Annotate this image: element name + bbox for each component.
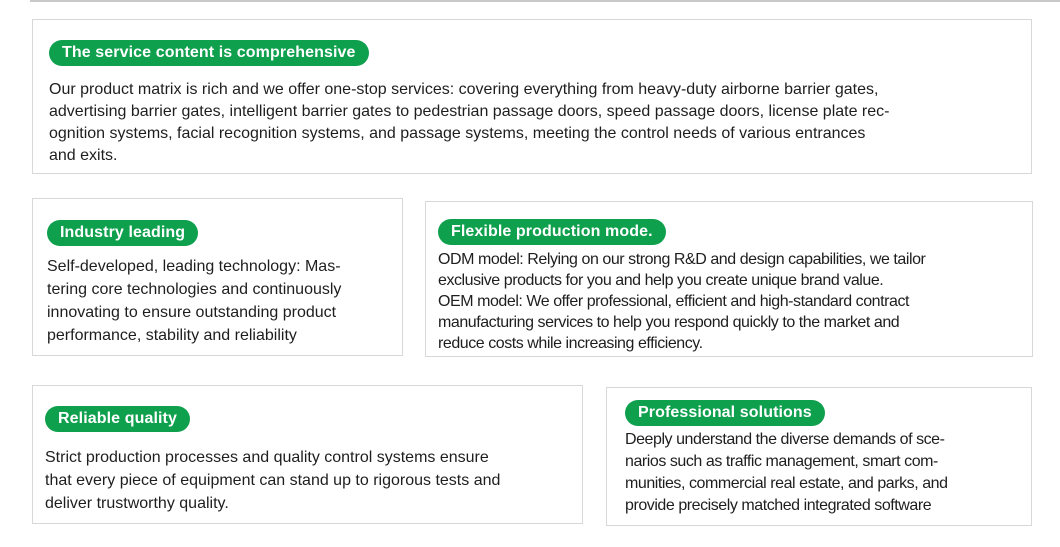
card-service-content: The service content is comprehensive Our… bbox=[32, 19, 1032, 174]
card-professional-solutions-text: Deeply understand the diverse demands of… bbox=[625, 431, 948, 514]
card-flexible-production-text: ODM model: Relying on our strong R&D and… bbox=[438, 251, 926, 352]
badge-service-content: The service content is comprehensive bbox=[49, 40, 369, 66]
card-service-content-text: Our product matrix is rich and we offer … bbox=[49, 81, 890, 164]
badge-flexible-production: Flexible production mode. bbox=[438, 219, 666, 245]
card-industry-leading-text: Self-developed, leading technology: Mas-… bbox=[47, 258, 342, 344]
card-professional-solutions: Professional solutions Deeply understand… bbox=[606, 387, 1032, 526]
badge-professional-solutions: Professional solutions bbox=[625, 400, 825, 426]
card-reliable-quality-text: Strict production processes and quality … bbox=[45, 449, 501, 512]
card-reliable-quality: Reliable quality Strict production proce… bbox=[32, 385, 583, 524]
top-divider-line bbox=[30, 0, 1060, 2]
card-flexible-production: Flexible production mode. ODM model: Rel… bbox=[425, 201, 1033, 357]
badge-industry-leading: Industry leading bbox=[47, 220, 199, 246]
badge-reliable-quality: Reliable quality bbox=[45, 406, 190, 432]
card-industry-leading: Industry leading Self-developed, leading… bbox=[32, 198, 403, 356]
